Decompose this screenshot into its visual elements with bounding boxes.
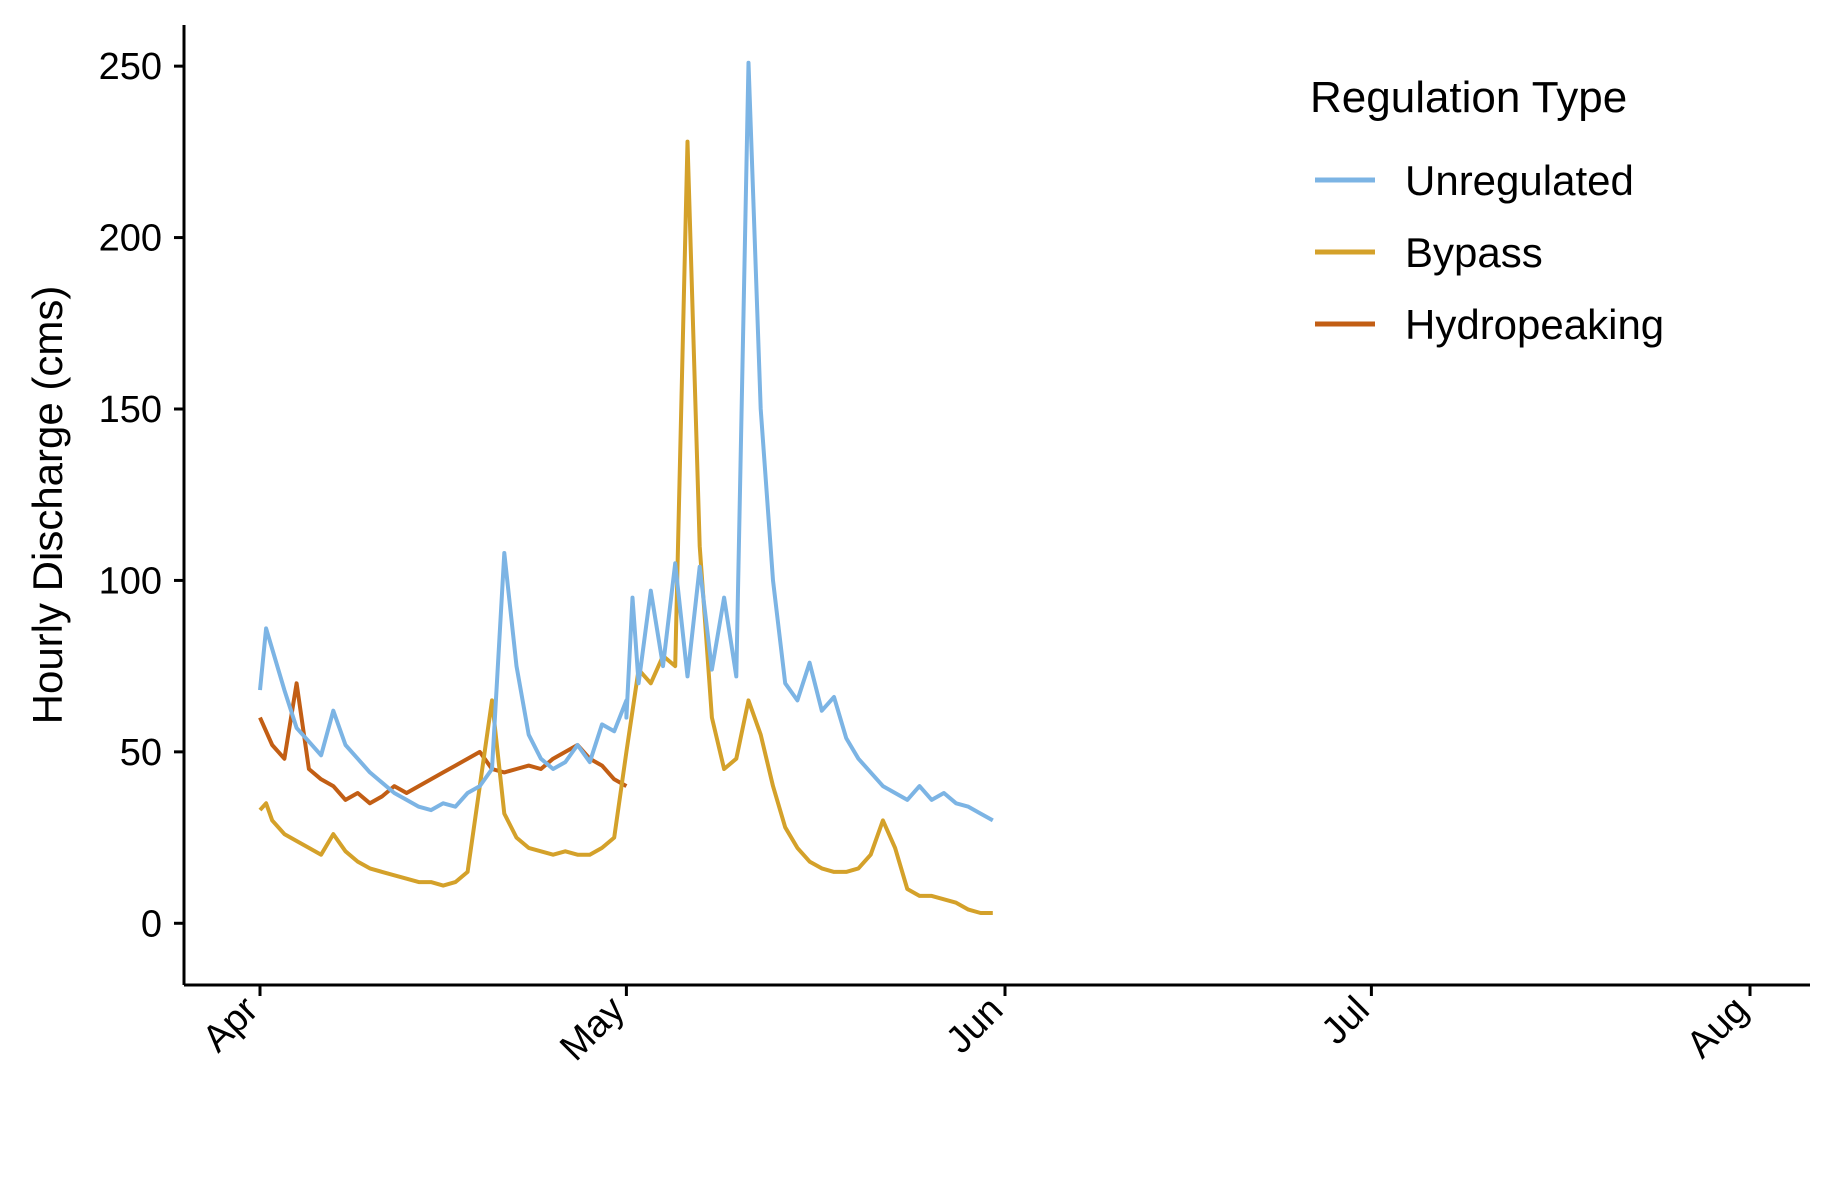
y-tick-label: 250 [99, 46, 162, 88]
series-line-unregulated [258, 60, 994, 823]
legend-title: Regulation Type [1310, 73, 1627, 122]
legend: Regulation Type Unregulated Bypass Hydrope… [1310, 73, 1664, 348]
x-tick-label: May [552, 989, 632, 1069]
legend-label: Hydropeaking [1405, 301, 1664, 348]
x-tick-label: Aug [1679, 989, 1757, 1067]
y-tick-label: 50 [120, 732, 162, 774]
legend-label: Bypass [1405, 229, 1543, 276]
x-axis-ticks: Apr May Jun Jul Aug [195, 985, 1757, 1069]
series-line-hydropeaking [258, 681, 628, 806]
x-tick-label: Jun [938, 989, 1011, 1062]
y-tick-label: 200 [99, 218, 162, 260]
y-axis-ticks: 0 50 100 150 200 250 [99, 46, 184, 945]
y-axis-title: Hourly Discharge (cms) [24, 286, 71, 725]
plot-area [258, 60, 994, 915]
axes [182, 25, 1810, 987]
legend-label: Unregulated [1405, 157, 1634, 204]
series-line-bypass [258, 139, 993, 915]
y-tick-label: 100 [99, 560, 162, 602]
x-tick-label: Jul [1314, 989, 1378, 1053]
y-tick-label: 150 [99, 389, 162, 431]
y-tick-label: 0 [141, 903, 162, 945]
x-tick-label: Apr [195, 988, 267, 1060]
